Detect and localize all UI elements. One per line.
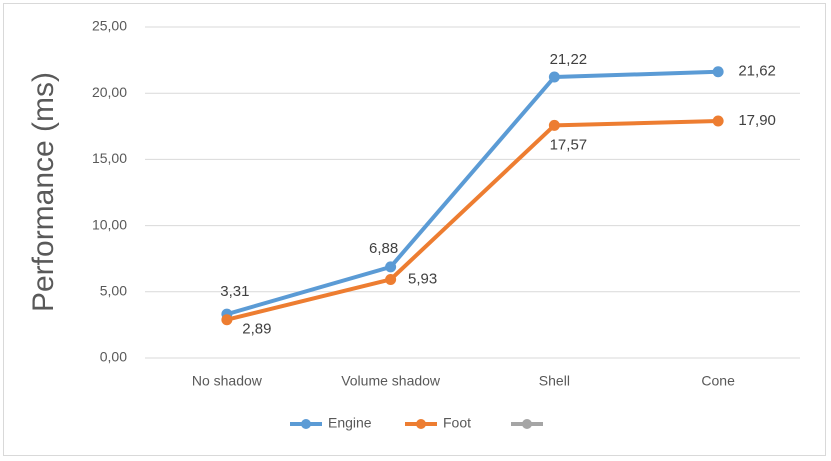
data-point (385, 273, 397, 285)
x-tick-label: Volume shadow (341, 373, 441, 389)
legend-marker (416, 419, 426, 429)
data-label: 21,62 (738, 63, 776, 80)
series-line (226, 69, 719, 317)
data-point (548, 119, 560, 131)
data-point (712, 66, 724, 78)
y-axis-title: Performance (ms) (27, 72, 60, 312)
legend-label: Foot (443, 415, 471, 431)
y-tick-label: 0,00 (100, 349, 127, 365)
data-point (712, 115, 724, 127)
data-label: 5,93 (408, 270, 437, 287)
x-tick-label: Cone (701, 373, 735, 389)
y-tick-label: 5,00 (100, 283, 127, 299)
data-label: 17,57 (550, 136, 588, 153)
data-label: 2,89 (242, 321, 271, 338)
y-tick-label: 15,00 (92, 150, 127, 166)
data-label: 21,22 (550, 51, 588, 68)
data-label: 17,90 (738, 112, 776, 129)
y-tick-label: 20,00 (92, 84, 127, 100)
data-point (385, 261, 397, 273)
legend-label: Engine (328, 415, 372, 431)
legend-marker (522, 419, 532, 429)
chart-border (3, 3, 826, 456)
data-point (221, 314, 233, 326)
legend-marker (301, 419, 311, 429)
x-tick-label: Shell (539, 373, 570, 389)
data-point (548, 71, 560, 83)
y-tick-label: 25,00 (92, 18, 127, 34)
series-line (226, 119, 719, 322)
y-tick-label: 10,00 (92, 216, 127, 232)
data-label: 3,31 (220, 283, 249, 300)
data-label: 6,88 (369, 240, 398, 257)
x-tick-label: No shadow (192, 373, 263, 389)
